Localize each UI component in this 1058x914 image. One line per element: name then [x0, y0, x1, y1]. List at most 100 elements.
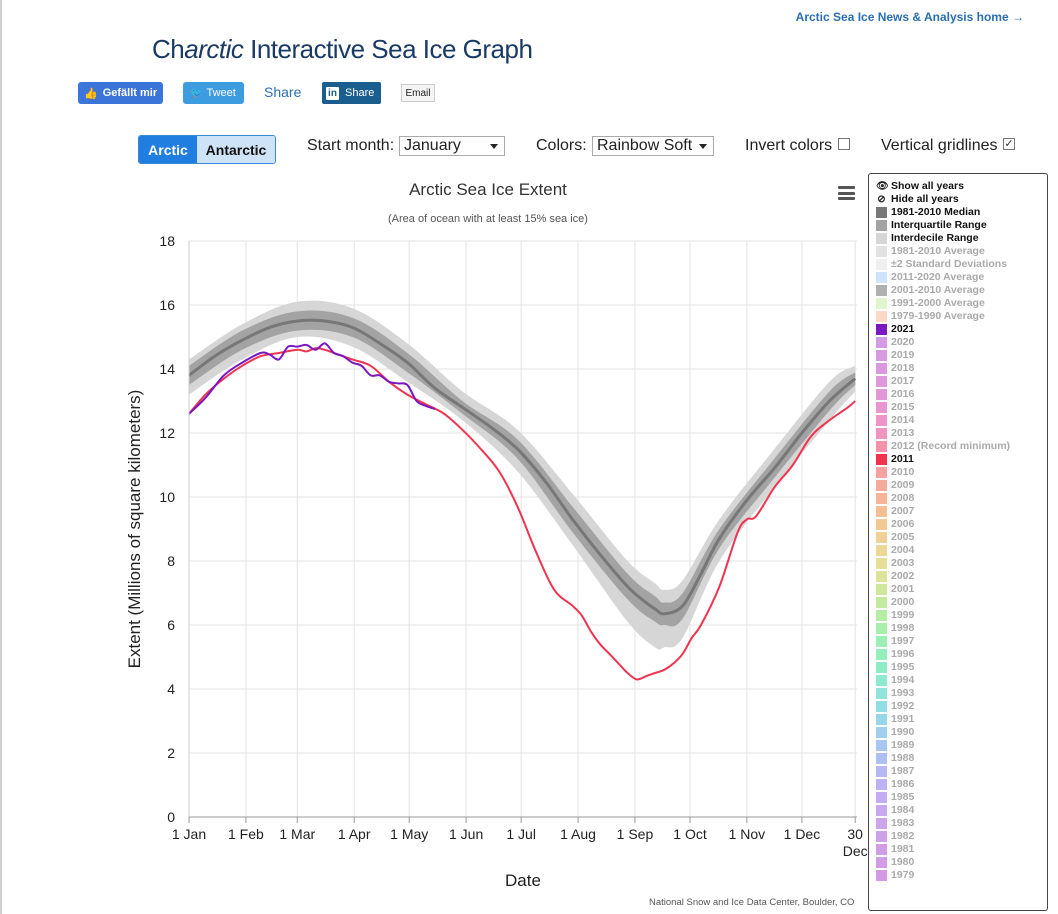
legend-item[interactable]: 1983 — [876, 817, 914, 829]
legend-item[interactable]: 2012 (Record minimum) — [876, 440, 1010, 452]
legend-item[interactable]: 1994 — [876, 674, 914, 686]
facebook-like-button[interactable]: 👍 Gefällt mir — [78, 82, 163, 104]
arctic-button[interactable]: Arctic — [139, 136, 197, 163]
eye-icon: 👁 — [876, 180, 889, 192]
legend-item[interactable]: 1993 — [876, 687, 914, 699]
legend-item[interactable]: 1981 — [876, 843, 914, 855]
share-link[interactable]: Share — [264, 84, 302, 100]
legend-item[interactable]: 1991 — [876, 713, 914, 725]
legend-item[interactable]: 2001-2010 Average — [876, 284, 985, 296]
legend-item[interactable]: 1979-1990 Average — [876, 310, 985, 322]
chevron-down-icon — [490, 144, 498, 149]
legend-item[interactable]: 1991-2000 Average — [876, 297, 985, 309]
legend-item[interactable]: 2006 — [876, 518, 914, 530]
legend-item[interactable]: 1988 — [876, 752, 914, 764]
legend-item[interactable]: 2014 — [876, 414, 914, 426]
legend-swatch — [876, 232, 887, 244]
legend-item[interactable]: 1999 — [876, 609, 914, 621]
legend-item[interactable]: 1995 — [876, 661, 914, 673]
linkedin-share-button[interactable]: in Share — [322, 82, 381, 104]
legend-label: 2018 — [891, 362, 915, 374]
legend-item[interactable]: 1987 — [876, 765, 914, 777]
legend-label: 2011-2020 Average — [891, 271, 985, 283]
legend-item[interactable]: 1984 — [876, 804, 914, 816]
legend-item[interactable]: 1985 — [876, 791, 914, 803]
legend-item[interactable]: 2016 — [876, 388, 914, 400]
legend-item[interactable]: 2011-2020 Average — [876, 271, 984, 283]
legend-item[interactable]: 2004 — [876, 544, 914, 556]
legend-item[interactable]: ±2 Standard Deviations — [876, 258, 1007, 270]
news-analysis-home-link[interactable]: Arctic Sea Ice News & Analysis home → — [795, 10, 1024, 24]
legend-item[interactable]: 2017 — [876, 375, 914, 387]
chart-menu-icon[interactable] — [838, 186, 855, 200]
legend-item[interactable]: 2013 — [876, 427, 914, 439]
sea-ice-extent-chart: 0 2 4 6 8 10 12 14 16 18 1 Jan 1 Feb 1 Mar 1 Apr 1 May… — [125, 180, 868, 890]
legend-item[interactable]: 1980 — [876, 856, 914, 868]
legend-item[interactable]: 2010 — [876, 466, 914, 478]
legend-label: 1979-1990 Average — [891, 310, 985, 322]
legend-label: 2006 — [891, 518, 915, 530]
legend-item[interactable]: 1982 — [876, 830, 914, 842]
legend-label: 2001 — [891, 583, 915, 595]
legend-item[interactable]: 2015 — [876, 401, 914, 413]
series-2021-line[interactable] — [188, 342, 436, 415]
legend-item[interactable]: 1989 — [876, 739, 914, 751]
legend-label: 1991-2000 Average — [891, 297, 985, 309]
legend-swatch — [876, 778, 887, 790]
legend-swatch — [876, 804, 887, 816]
antarctic-button[interactable]: Antarctic — [197, 136, 275, 163]
band-layer — [189, 300, 856, 650]
legend-item[interactable]: 2000 — [876, 596, 914, 608]
legend-item[interactable]: 2002 — [876, 570, 914, 582]
legend-item[interactable]: 2011 — [876, 453, 914, 465]
legend-label: 1988 — [891, 752, 915, 764]
legend-item[interactable]: 2009 — [876, 479, 914, 491]
colors-label: Colors: — [536, 137, 587, 154]
legend-item[interactable]: 1992 — [876, 700, 914, 712]
email-button[interactable]: Email — [401, 84, 435, 102]
credit-text: National Snow and Ice Data Center, Bould… — [649, 897, 855, 908]
legend-item[interactable]: ⊘ Hide all years — [876, 193, 958, 205]
legend-item[interactable]: 1998 — [876, 622, 914, 634]
legend-item[interactable]: 1990 — [876, 726, 914, 738]
legend-item[interactable]: 1986 — [876, 778, 914, 790]
tweet-button[interactable]: 🐦 Tweet — [183, 82, 244, 104]
colors-select[interactable]: Rainbow Soft — [592, 136, 714, 156]
legend-item[interactable]: 2003 — [876, 557, 914, 569]
legend-item[interactable]: 2021 — [876, 323, 914, 335]
invert-colors-checkbox[interactable] — [838, 138, 850, 150]
legend-label: 2020 — [891, 336, 915, 348]
legend-item[interactable]: 2001 — [876, 583, 914, 595]
legend-item[interactable]: Interquartile Range — [876, 219, 987, 231]
legend-item[interactable]: 2007 — [876, 505, 914, 517]
start-month-select[interactable]: January — [399, 136, 505, 156]
legend-label: 2008 — [891, 492, 915, 504]
legend-item[interactable]: 2019 — [876, 349, 914, 361]
legend-item[interactable]: 1981-2010 Average — [876, 245, 985, 257]
y-tick-label: 2 — [167, 745, 175, 761]
title-italic: arctic — [184, 34, 244, 64]
vertical-gridlines-checkbox[interactable]: ✓ — [1003, 138, 1015, 150]
legend-item[interactable]: Interdecile Range — [876, 232, 979, 244]
legend-label: 2001-2010 Average — [891, 284, 985, 296]
legend-item[interactable]: 2020 — [876, 336, 914, 348]
legend-swatch — [876, 258, 887, 270]
legend-swatch — [876, 375, 887, 387]
chart-subtitle: (Area of ocean with at least 15% sea ice… — [388, 213, 588, 225]
legend-swatch — [876, 310, 887, 322]
legend-item[interactable]: 👁 Show all years — [876, 180, 964, 192]
legend-item[interactable]: 1981-2010 Median — [876, 206, 980, 218]
y-tick-label: 18 — [159, 233, 175, 249]
legend-swatch — [876, 518, 887, 530]
legend-item[interactable]: 1997 — [876, 635, 914, 647]
legend-panel: 👁 Show all years ⊘ Hide all years 1981-2010 … — [868, 173, 1048, 911]
series-2011-line[interactable] — [188, 347, 856, 681]
legend-item[interactable]: 1996 — [876, 648, 914, 660]
legend-item[interactable]: 2018 — [876, 362, 914, 374]
legend-swatch — [876, 427, 887, 439]
legend-swatch — [876, 323, 887, 335]
start-month-value: January — [404, 137, 461, 154]
legend-item[interactable]: 2008 — [876, 492, 914, 504]
legend-item[interactable]: 2005 — [876, 531, 914, 543]
legend-item[interactable]: 1979 — [876, 869, 914, 881]
